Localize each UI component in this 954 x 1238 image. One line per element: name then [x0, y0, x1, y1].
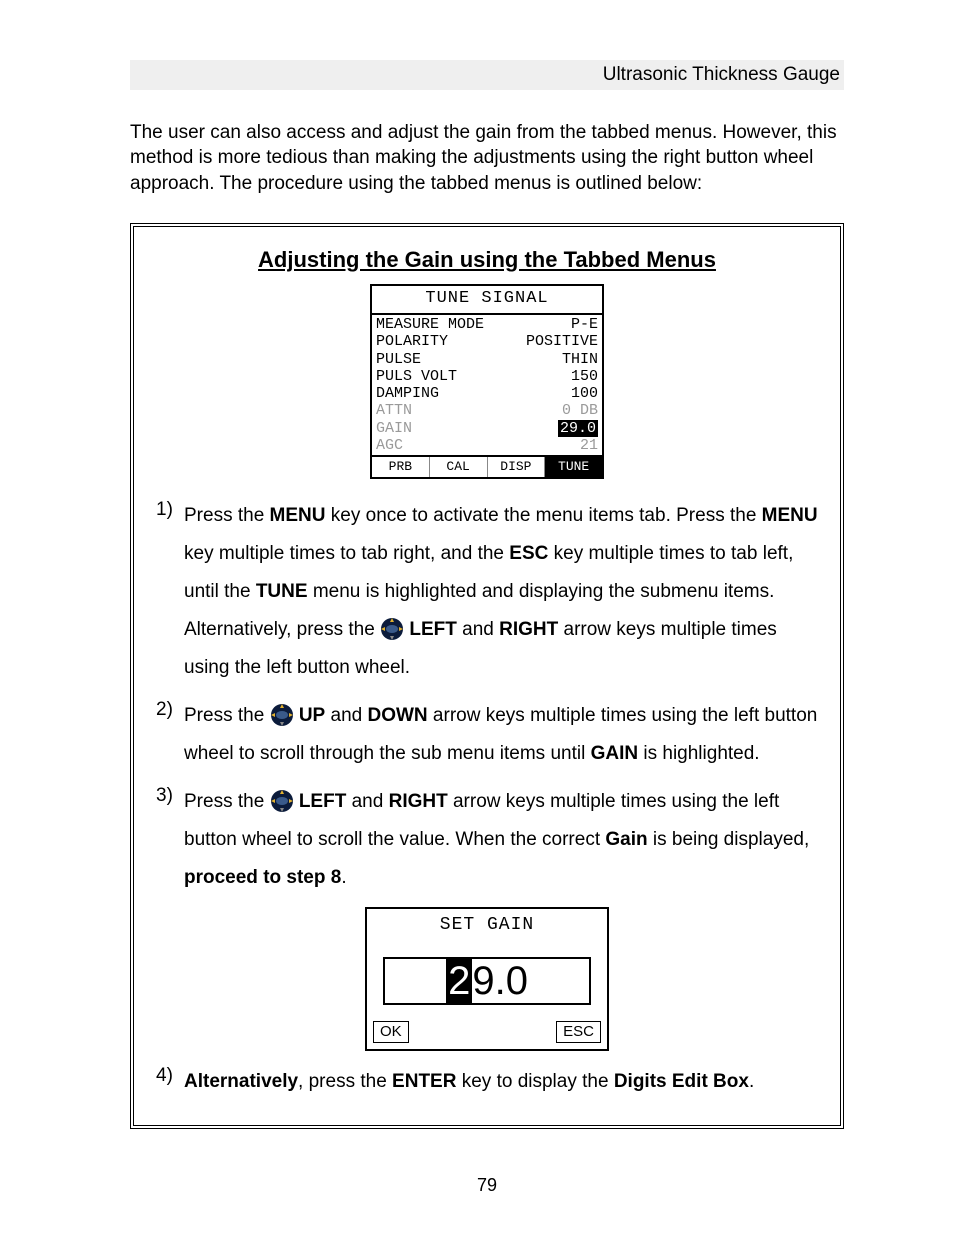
step-2-body: Press the UP and DOWN arrow keys multipl…: [184, 697, 818, 773]
gain-value-box: 29.0: [383, 957, 591, 1005]
step-3-body: Press the LEFT and RIGHT arrow keys mult…: [184, 783, 818, 897]
intro-paragraph: The user can also access and adjust the …: [130, 120, 844, 197]
tune-row: AGC 21: [376, 437, 598, 454]
page-header: Ultrasonic Thickness Gauge: [130, 60, 844, 90]
frame-title: Adjusting the Gain using the Tabbed Menu…: [156, 245, 818, 275]
tune-row-label: DAMPING: [376, 385, 439, 402]
tune-row: POLARITY POSITIVE: [376, 333, 598, 350]
tune-row: MEASURE MODE P-E: [376, 316, 598, 333]
tune-tab-prb[interactable]: PRB: [372, 457, 430, 477]
page-number: 79: [130, 1173, 844, 1197]
step-number: 2): [156, 697, 184, 773]
gain-label: Gain: [605, 829, 647, 850]
esc-button[interactable]: ESC: [556, 1021, 601, 1043]
up-key: UP: [299, 705, 325, 726]
digits-edit-box: Digits Edit Box: [614, 1071, 749, 1092]
tune-tab-cal[interactable]: CAL: [430, 457, 488, 477]
procedure-frame: Adjusting the Gain using the Tabbed Menu…: [130, 223, 844, 1130]
gain-digit-2: 9: [472, 959, 494, 1003]
button-wheel-icon: [270, 789, 294, 813]
tune-row-label: POLARITY: [376, 333, 448, 350]
tune-row: DAMPING 100: [376, 385, 598, 402]
set-gain-title: SET GAIN: [367, 909, 607, 941]
step-1-body: Press the MENU key once to activate the …: [184, 497, 818, 687]
tune-row-value: P-E: [571, 316, 598, 333]
step-number: 3): [156, 783, 184, 897]
tune-row: ATTN 0 DB: [376, 402, 598, 419]
header-title: Ultrasonic Thickness Gauge: [603, 64, 840, 85]
left-key: LEFT: [409, 619, 457, 640]
ok-button[interactable]: OK: [373, 1021, 409, 1043]
tune-row-value: 21: [580, 437, 598, 454]
tune-row-label: GAIN: [376, 420, 412, 437]
tune-row-label: PULSE: [376, 351, 421, 368]
tune-row: PULS VOLT 150: [376, 368, 598, 385]
tune-row: PULSE THIN: [376, 351, 598, 368]
tune-row-value: 29.0: [558, 420, 598, 437]
gain-digit-1: 2: [446, 959, 472, 1003]
left-key: LEFT: [299, 791, 347, 812]
step-number: 1): [156, 497, 184, 687]
tune-row-value: THIN: [562, 351, 598, 368]
menu-key: MENU: [270, 505, 326, 526]
gain-digit-3: 0: [506, 959, 528, 1003]
tune-row-label: PULS VOLT: [376, 368, 457, 385]
tune-signal-tabs: PRBCALDISPTUNE: [372, 455, 602, 477]
tune-signal-title: TUNE SIGNAL: [372, 286, 602, 315]
tune-row-label: AGC: [376, 437, 403, 454]
tune-row-value: 0 DB: [562, 402, 598, 419]
alternatively-label: Alternatively: [184, 1071, 298, 1092]
step-4-body: Alternatively, press the ENTER key to di…: [184, 1063, 754, 1101]
tune-menu: TUNE: [256, 581, 308, 602]
tune-row: GAIN 29.0: [376, 420, 598, 437]
tune-row-label: MEASURE MODE: [376, 316, 484, 333]
tune-signal-rows: MEASURE MODE P-E POLARITY POSITIVE PULSE THIN…: [372, 315, 602, 455]
gain-decimal: .: [495, 959, 506, 1003]
tune-row-label: ATTN: [376, 402, 412, 419]
esc-key: ESC: [509, 543, 548, 564]
tune-row-value: POSITIVE: [526, 333, 598, 350]
gain-label: GAIN: [591, 743, 639, 764]
enter-key: ENTER: [392, 1071, 456, 1092]
button-wheel-icon: [270, 703, 294, 727]
tune-row-value: 100: [571, 385, 598, 402]
down-key: DOWN: [368, 705, 428, 726]
menu-key: MENU: [762, 505, 818, 526]
tune-tab-disp[interactable]: DISP: [488, 457, 546, 477]
button-wheel-icon: [380, 617, 404, 641]
tune-row-value: 150: [571, 368, 598, 385]
tune-tab-tune[interactable]: TUNE: [545, 457, 602, 477]
right-key: RIGHT: [389, 791, 448, 812]
tune-signal-lcd: TUNE SIGNAL MEASURE MODE P-E POLARITY POSIT…: [370, 284, 604, 478]
proceed-step: proceed to step 8: [184, 867, 341, 888]
right-key: RIGHT: [499, 619, 558, 640]
step-number: 4): [156, 1063, 184, 1101]
set-gain-lcd: SET GAIN 29.0 OK ESC: [365, 907, 609, 1052]
